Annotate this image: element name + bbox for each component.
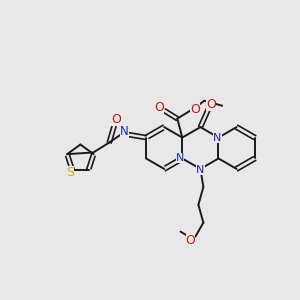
Text: N: N <box>176 154 184 164</box>
Text: O: O <box>111 113 121 126</box>
Text: O: O <box>185 234 195 247</box>
Text: O: O <box>206 98 216 111</box>
Text: O: O <box>154 101 164 114</box>
Text: O: O <box>190 103 200 116</box>
Text: N: N <box>213 133 222 142</box>
Text: N: N <box>120 125 129 138</box>
Text: N: N <box>196 165 205 175</box>
Text: S: S <box>66 166 74 179</box>
